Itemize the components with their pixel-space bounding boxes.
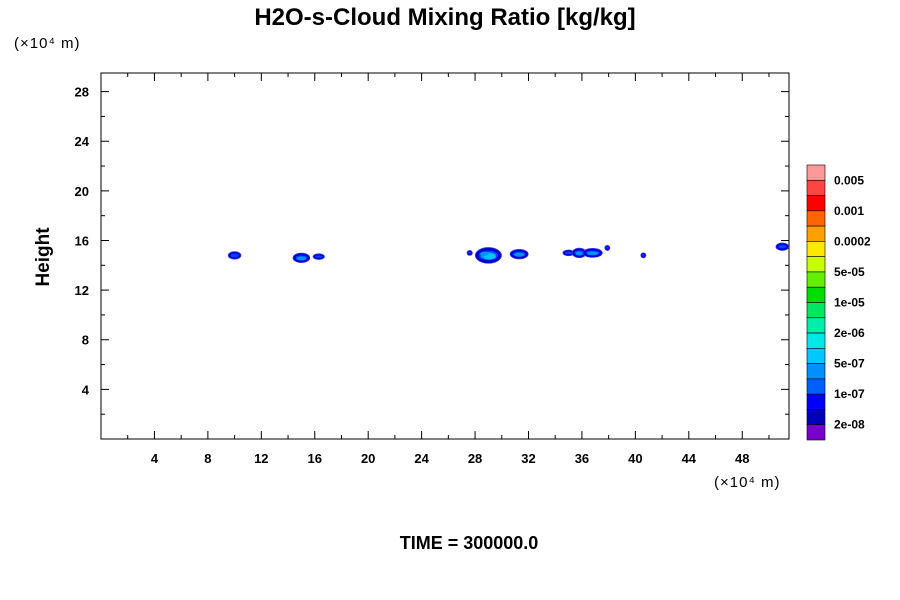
cloud-feature [640, 252, 647, 259]
colorbar-label: 5e-07 [834, 357, 865, 371]
cloud-contours [227, 242, 790, 264]
y-tick-label: 24 [75, 134, 90, 149]
cloud-feature [775, 242, 790, 251]
colorbar-label: 1e-05 [834, 296, 865, 310]
x-tick-label: 32 [521, 451, 535, 466]
colorbar-swatch [806, 378, 826, 395]
y-tick-label: 16 [75, 233, 89, 248]
cloud-feature [582, 248, 603, 258]
colorbar-swatch [806, 195, 826, 212]
colorbar-swatch [806, 179, 826, 196]
x-tick-label: 24 [414, 451, 429, 466]
colorbar-swatch [806, 271, 826, 288]
y-tick-label: 20 [75, 184, 89, 199]
colorbar-label: 0.001 [834, 204, 864, 218]
colorbar-swatch [806, 332, 826, 349]
x-tick-label: 20 [361, 451, 375, 466]
y-tick-label: 28 [75, 85, 89, 100]
colorbar-label: 2e-06 [834, 326, 865, 340]
colorbar-swatch [806, 210, 826, 227]
colorbar-label: 2e-08 [834, 418, 865, 432]
x-tick-label: 48 [735, 451, 749, 466]
cloud-feature [292, 252, 311, 263]
colorbar-swatch [806, 317, 826, 334]
x-tick-label: 44 [682, 451, 697, 466]
colorbar-swatch [806, 363, 826, 380]
colorbar: 0.005 0.001 0.0002 5e-05 1e-05 2e-06 5e-07 1e-0… [806, 164, 871, 441]
colorbar-label: 5e-05 [834, 265, 865, 279]
cloud-feature [571, 247, 587, 259]
y-tick-label: 8 [82, 333, 89, 348]
x-tick-label: 16 [308, 451, 322, 466]
colorbar-label: 1e-07 [834, 387, 865, 401]
cloud-feature [227, 251, 242, 260]
cloud-feature [604, 245, 611, 251]
colorbar-swatch [806, 302, 826, 319]
x-tick-label: 12 [254, 451, 268, 466]
x-unit-label: (×10⁴ m) [714, 474, 781, 491]
y-unit-label: (×10⁴ m) [14, 35, 81, 52]
cloud-feature [312, 253, 325, 260]
colorbar-label: 0.0002 [834, 234, 871, 248]
colorbar-label: 0.005 [834, 173, 864, 187]
x-axis-ticks: 4 8 12 16 20 24 28 32 36 40 44 48 [127, 73, 770, 466]
x-tick-label: 8 [204, 451, 211, 466]
cloud-feature [466, 249, 473, 256]
colorbar-swatch [806, 256, 826, 273]
y-tick-label: 12 [75, 283, 89, 298]
x-tick-label: 36 [575, 451, 589, 466]
colorbar-swatch [806, 286, 826, 303]
time-label: TIME = 300000.0 [400, 533, 539, 553]
cloud-feature [474, 247, 502, 264]
cloud-feature [509, 249, 529, 260]
y-axis-label: Height [33, 227, 54, 287]
colorbar-swatch [806, 164, 826, 181]
colorbar-swatch [806, 409, 826, 426]
chart-title: H2O-s-Cloud Mixing Ratio [kg/kg] [254, 4, 635, 31]
x-tick-label: 4 [151, 451, 159, 466]
colorbar-swatch [806, 241, 826, 257]
plot-frame [100, 72, 790, 440]
x-tick-label: 40 [628, 451, 642, 466]
y-axis-ticks: 4 8 12 16 20 24 28 [75, 85, 789, 415]
colorbar-swatch [806, 348, 826, 364]
y-tick-label: 4 [82, 382, 90, 397]
colorbar-swatch [806, 393, 826, 410]
x-tick-label: 28 [468, 451, 482, 466]
colorbar-swatch [806, 424, 826, 441]
colorbar-swatch [806, 225, 826, 242]
